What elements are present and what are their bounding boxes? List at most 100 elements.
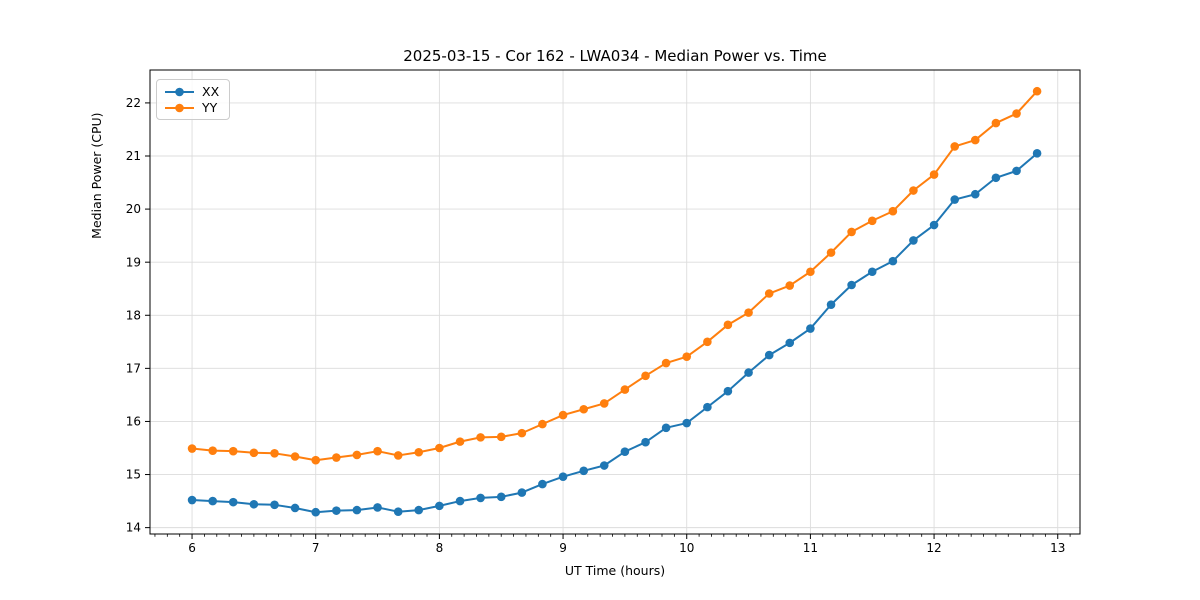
series-YY-marker	[290, 452, 300, 461]
series-XX-marker	[538, 479, 547, 489]
series-YY-marker	[929, 170, 939, 179]
series-YY-marker	[991, 118, 1001, 128]
series-YY-line	[191, 90, 1038, 462]
y-tick-label: 22	[126, 96, 141, 110]
y-tick-label: 16	[126, 415, 141, 429]
series-XX-marker	[867, 267, 877, 277]
series-XX-marker	[249, 499, 259, 509]
series-XX-marker	[187, 495, 197, 505]
series-XX-marker	[991, 173, 1001, 183]
series-XX-marker	[641, 437, 650, 447]
series-YY-marker	[476, 433, 485, 442]
series-YY-marker	[579, 404, 589, 414]
series-XX-marker	[517, 488, 527, 497]
series-YY-marker	[517, 428, 527, 438]
series-YY-marker	[538, 419, 547, 429]
x-tick-label: 11	[803, 541, 818, 555]
series-YY-marker	[1032, 86, 1042, 96]
chart-title: 2025-03-15 - Cor 162 - LWA034 - Median P…	[403, 47, 827, 65]
x-tick-label: 13	[1050, 541, 1065, 555]
x-tick-label: 9	[559, 541, 567, 555]
series-XX-marker	[703, 402, 712, 412]
series-XX-marker	[950, 195, 960, 204]
series-XX-marker	[373, 503, 382, 512]
series-XX-marker	[785, 338, 795, 348]
series-XX-marker	[496, 492, 506, 502]
series-YY-marker	[311, 455, 321, 465]
series-XX-marker	[579, 466, 589, 476]
x-tick-label: 7	[312, 541, 320, 555]
legend-item-yy: YY	[164, 100, 219, 115]
y-tick-label: 19	[126, 255, 141, 269]
series-XX-marker	[270, 500, 279, 510]
series-XX-marker	[352, 505, 362, 515]
series-YY-marker	[270, 449, 279, 458]
axes-frame	[149, 69, 1081, 535]
series-XX-marker	[208, 496, 218, 506]
series-YY-marker	[661, 358, 671, 368]
series-XX-marker	[929, 220, 939, 230]
series-YY-marker	[682, 352, 692, 361]
series-XX-marker	[476, 493, 485, 503]
series-YY-marker	[352, 450, 362, 460]
series-XX-marker	[290, 503, 300, 513]
x-tick-label: 6	[188, 541, 196, 555]
series-YY-marker	[764, 289, 774, 298]
series-YY-marker	[414, 447, 424, 457]
y-tick-label: 21	[126, 149, 141, 163]
series-XX-marker	[393, 507, 403, 517]
series-YY-marker	[332, 453, 341, 462]
series-YY-marker	[187, 444, 197, 453]
y-tick-label: 14	[126, 521, 141, 535]
series-XX-marker	[723, 386, 733, 396]
series-YY-marker	[455, 437, 465, 446]
series-YY-marker	[373, 446, 382, 456]
series-XX-marker	[1012, 166, 1021, 176]
legend-yy-line-icon	[165, 103, 194, 112]
series-YY-marker	[558, 410, 568, 420]
y-tick-label: 20	[126, 202, 141, 216]
series-XX-marker	[228, 497, 238, 507]
x-axis-label: UT Time (hours)	[564, 563, 666, 578]
series-YY-marker	[950, 142, 960, 151]
series-XX-marker	[455, 496, 465, 506]
series-YY-marker	[723, 320, 733, 330]
series-YY-marker	[909, 186, 918, 195]
series-XX-marker	[332, 506, 341, 515]
series-YY-marker	[785, 281, 795, 290]
series-YY-marker	[208, 446, 218, 455]
series-XX-marker	[744, 368, 753, 377]
legend-label: XX	[202, 84, 220, 99]
series-XX-marker	[888, 256, 898, 266]
series-XX-marker	[970, 189, 980, 199]
x-tick-label: 10	[679, 541, 694, 555]
series-YY-marker	[249, 448, 259, 458]
y-tick-label: 18	[126, 308, 141, 322]
series-XX-marker	[1032, 149, 1042, 158]
series-YY-marker	[888, 206, 898, 216]
series-XX-marker	[764, 350, 774, 360]
series-XX-marker	[558, 472, 568, 481]
series-YY-marker	[599, 399, 609, 408]
series-YY-marker	[620, 385, 630, 394]
x-tick-label: 8	[436, 541, 444, 555]
series-YY-marker	[496, 432, 506, 442]
series-YY-marker	[703, 337, 712, 347]
series-XX-marker	[414, 505, 424, 515]
series-YY-marker	[826, 248, 836, 257]
legend-item-xx: XX	[164, 84, 219, 99]
series-XX-marker	[435, 501, 444, 511]
series-YY-marker	[641, 371, 650, 381]
series-XX-marker	[620, 447, 630, 457]
series-YY-marker	[435, 443, 444, 453]
series-XX-marker	[599, 461, 609, 470]
series-XX-marker	[826, 300, 836, 309]
legend: XX YY	[156, 79, 231, 120]
legend-label: YY	[202, 100, 218, 115]
series-YY-marker	[228, 446, 238, 456]
x-tick-label: 12	[926, 541, 941, 555]
series-YY-marker	[806, 267, 815, 277]
series-YY-marker	[847, 227, 856, 237]
series-XX-marker	[311, 507, 321, 517]
